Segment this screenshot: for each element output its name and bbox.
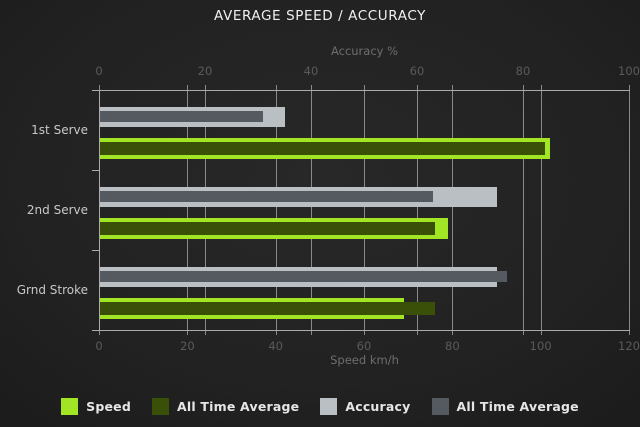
category-tick-mark <box>92 90 99 91</box>
gridline <box>311 85 312 335</box>
gridline <box>187 85 188 335</box>
accuracy-ata-swatch-icon <box>431 398 449 415</box>
accuracy-tick-label: 80 <box>515 64 531 78</box>
accuracy-tick-label: 60 <box>409 64 425 78</box>
legend-label: Speed <box>86 399 131 414</box>
bar-speed-all-time-average <box>100 302 435 315</box>
legend-item-accuracy-all-time-average: All Time Average <box>431 398 579 415</box>
accuracy-tick-label: 40 <box>303 64 319 78</box>
legend: Speed All Time Average Accuracy All Time… <box>0 398 640 415</box>
bottom-axis-line <box>92 330 630 331</box>
gridline <box>541 85 542 335</box>
accuracy-swatch-icon <box>320 398 338 415</box>
bar-accuracy-all-time-average <box>100 271 508 282</box>
speed-tick-label: 40 <box>268 339 283 353</box>
bar-speed-all-time-average <box>100 142 546 155</box>
category-tick-mark <box>92 330 99 331</box>
gridline <box>276 85 277 335</box>
bar-speed-all-time-average <box>100 222 435 235</box>
legend-label: Accuracy <box>345 399 411 414</box>
speed-tick-label: 0 <box>95 339 103 353</box>
accuracy-tick-label: 100 <box>618 64 640 78</box>
accuracy-tick-label: 0 <box>95 64 103 78</box>
legend-item-accuracy: Accuracy <box>320 398 410 415</box>
category-tick-mark <box>92 170 99 171</box>
top-axis-title: Accuracy % <box>330 44 399 58</box>
speed-tick-label: 60 <box>356 339 372 353</box>
category-label: 1st Serve <box>31 123 88 137</box>
speed-tick-label: 100 <box>529 339 552 353</box>
legend-item-speed-all-time-average: All Time Average <box>152 398 299 415</box>
legend-label: All Time Average <box>177 399 300 414</box>
gridline <box>417 85 418 335</box>
top-axis-line <box>99 90 630 91</box>
gridline <box>364 85 365 335</box>
gridline <box>629 85 630 335</box>
bar-accuracy-all-time-average <box>100 111 264 122</box>
accuracy-tick-label: 20 <box>197 64 213 78</box>
speed-swatch-icon <box>61 398 79 415</box>
speed-tick-label: 20 <box>180 339 195 353</box>
legend-label: All Time Average <box>456 399 579 414</box>
gridline <box>523 85 524 335</box>
bottom-axis-title: Speed km/h <box>330 353 399 367</box>
gridline <box>205 85 206 335</box>
chart-title: AVERAGE SPEED / ACCURACY <box>214 8 426 24</box>
speed-tick-label: 80 <box>445 339 460 353</box>
left-axis-line <box>99 90 100 330</box>
bar-accuracy-all-time-average <box>100 191 433 202</box>
category-label: Grnd Stroke <box>16 283 88 297</box>
legend-item-speed: Speed <box>61 398 131 415</box>
speed-ata-swatch-icon <box>152 398 169 415</box>
category-label: 2nd Serve <box>26 203 88 217</box>
gridline <box>452 85 453 335</box>
category-tick-mark <box>92 250 99 251</box>
speed-tick-label: 120 <box>618 339 640 353</box>
